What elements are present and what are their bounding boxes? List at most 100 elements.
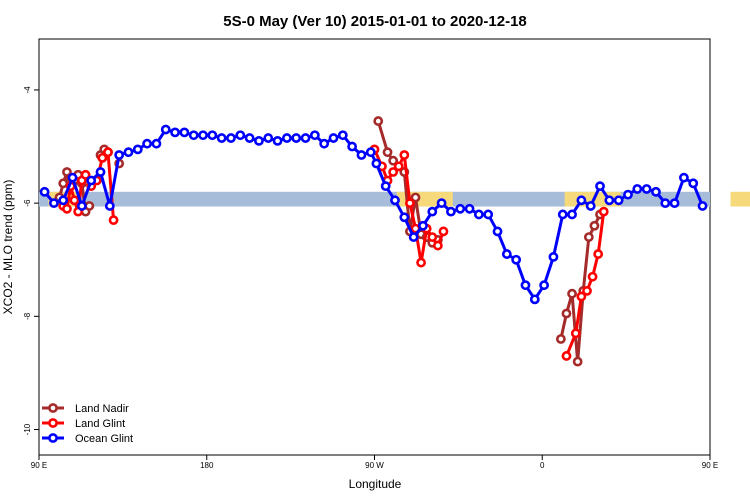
data-point: [416, 257, 426, 268]
data-point: [365, 147, 376, 158]
data-point: [688, 178, 699, 189]
data-point: [244, 133, 255, 143]
data-point: [198, 130, 208, 141]
data-point: [567, 288, 577, 299]
legend-label: Land Nadir: [75, 403, 129, 415]
legend: Land Nadir Land Glint Ocean Glint: [42, 403, 133, 445]
data-point: [464, 203, 475, 214]
data-point: [399, 212, 410, 223]
data-point: [254, 135, 264, 146]
data-point: [328, 133, 339, 143]
data-point: [641, 184, 652, 194]
legend-item: Land Glint: [42, 418, 125, 430]
data-point: [114, 150, 125, 160]
legend-item: Ocean Glint: [42, 433, 133, 445]
legend-item: Land Nadir: [42, 403, 129, 415]
x-tick-label: 0: [540, 461, 545, 470]
data-point: [548, 252, 559, 262]
x-tick-label: 180: [200, 461, 214, 470]
legend-label: Ocean Glint: [75, 433, 133, 445]
data-point: [263, 133, 274, 143]
data-point: [520, 280, 531, 291]
data-point: [86, 175, 97, 186]
data-point: [170, 127, 180, 138]
data-point: [319, 138, 330, 149]
data-point: [483, 209, 494, 220]
series-layer: [39, 116, 708, 367]
data-point: [632, 184, 643, 194]
data-point: [418, 220, 428, 231]
data-point: [555, 334, 566, 344]
data-point: [623, 189, 633, 200]
data-point: [216, 133, 227, 143]
data-point: [598, 206, 609, 217]
legend-swatch-marker: [48, 433, 58, 443]
data-point: [613, 195, 624, 206]
y-axis-label: XCO2 - MLO trend (ppm): [1, 180, 15, 315]
data-point: [371, 158, 382, 169]
series-land-glint: [58, 144, 609, 361]
data-point: [561, 308, 572, 319]
data-point: [501, 249, 512, 259]
data-point: [382, 147, 393, 158]
data-point: [529, 294, 540, 305]
data-point: [179, 127, 190, 138]
plot-frame: [38, 38, 711, 456]
data-point: [660, 198, 671, 209]
data-point: [373, 116, 384, 126]
data-point: [67, 172, 78, 183]
data-point: [651, 186, 661, 197]
data-point: [97, 152, 108, 163]
data-point: [604, 195, 615, 206]
x-tick-label: 90 W: [365, 461, 384, 470]
data-point: [427, 206, 438, 217]
data-point: [84, 201, 95, 211]
data-point: [291, 133, 302, 143]
chart-title: 5S-0 May (Ver 10) 2015-01-01 to 2020-12-…: [223, 13, 527, 30]
data-point: [539, 280, 550, 291]
series-ocean-glint: [39, 124, 708, 305]
data-point: [188, 130, 199, 141]
data-point: [142, 138, 153, 149]
data-point: [561, 351, 572, 361]
data-point: [576, 291, 587, 302]
data-point: [432, 240, 443, 251]
data-point: [427, 232, 438, 242]
data-point: [589, 220, 600, 231]
data-point: [455, 203, 466, 214]
data-point: [582, 285, 592, 296]
data-point: [593, 249, 604, 259]
data-point: [595, 181, 605, 192]
x-tick-label: 90 E: [31, 461, 47, 470]
data-point: [567, 209, 577, 220]
data-point: [583, 232, 594, 242]
data-point: [576, 195, 587, 206]
data-point: [281, 133, 292, 143]
y-tick-label: -4: [23, 86, 32, 94]
legend-label: Land Glint: [75, 418, 125, 430]
data-point: [337, 130, 348, 141]
data-point: [300, 133, 311, 143]
y-tick-label: -8: [23, 312, 32, 320]
data-point: [446, 206, 456, 217]
data-point: [473, 209, 484, 220]
data-point: [388, 155, 399, 166]
data-point: [151, 138, 162, 149]
data-point: [393, 161, 404, 172]
data-point: [697, 201, 708, 211]
data-point: [226, 133, 236, 143]
data-point: [356, 150, 367, 160]
data-point: [309, 130, 320, 141]
data-point: [49, 198, 59, 209]
data-point: [272, 135, 283, 146]
x-tick-label: 90 E: [702, 461, 718, 470]
y-tick-label: -6: [23, 199, 32, 207]
data-point: [235, 130, 246, 141]
data-point: [492, 226, 503, 237]
data-point: [69, 195, 80, 206]
data-point: [58, 195, 69, 206]
data-point: [80, 169, 91, 180]
reference-band-4: [730, 191, 750, 207]
data-point: [62, 203, 72, 214]
data-point: [207, 130, 218, 141]
